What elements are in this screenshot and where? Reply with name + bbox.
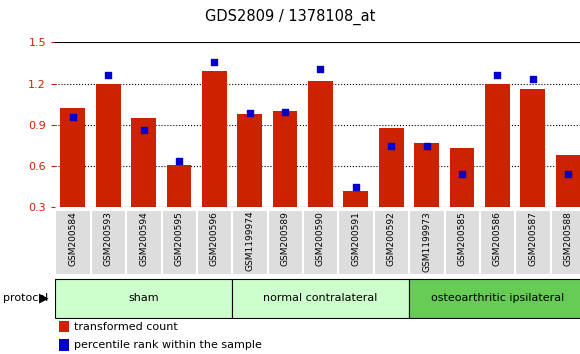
Point bbox=[422, 143, 431, 149]
Bar bbox=[96, 84, 121, 248]
Text: GSM1199973: GSM1199973 bbox=[422, 211, 431, 272]
Point bbox=[457, 171, 466, 177]
Point bbox=[139, 127, 148, 132]
Bar bbox=[379, 127, 404, 248]
Bar bbox=[343, 190, 368, 248]
Text: GSM200595: GSM200595 bbox=[175, 211, 183, 266]
Text: GSM200596: GSM200596 bbox=[210, 211, 219, 266]
Text: GSM200588: GSM200588 bbox=[564, 211, 572, 266]
Point bbox=[68, 114, 77, 119]
FancyBboxPatch shape bbox=[126, 210, 161, 274]
Bar bbox=[131, 118, 156, 248]
Bar bbox=[556, 155, 580, 248]
Bar bbox=[450, 148, 474, 248]
Text: GSM200585: GSM200585 bbox=[458, 211, 466, 266]
FancyBboxPatch shape bbox=[409, 210, 444, 274]
FancyBboxPatch shape bbox=[55, 279, 232, 318]
Text: GSM200594: GSM200594 bbox=[139, 211, 148, 266]
Bar bbox=[59, 339, 69, 351]
Text: GSM200587: GSM200587 bbox=[528, 211, 537, 266]
Point bbox=[174, 158, 183, 164]
Text: ▶: ▶ bbox=[39, 292, 49, 305]
Point bbox=[492, 73, 502, 78]
Text: GSM200591: GSM200591 bbox=[351, 211, 360, 266]
Text: GSM200586: GSM200586 bbox=[493, 211, 502, 266]
Bar bbox=[273, 111, 298, 248]
Text: percentile rank within the sample: percentile rank within the sample bbox=[74, 340, 262, 350]
Point bbox=[351, 184, 360, 190]
Point bbox=[103, 73, 113, 78]
FancyBboxPatch shape bbox=[162, 210, 196, 274]
Text: GSM200592: GSM200592 bbox=[387, 211, 396, 266]
FancyBboxPatch shape bbox=[197, 210, 231, 274]
Text: GSM200590: GSM200590 bbox=[316, 211, 325, 266]
Text: GDS2809 / 1378108_at: GDS2809 / 1378108_at bbox=[205, 9, 375, 25]
FancyBboxPatch shape bbox=[232, 279, 409, 318]
Bar bbox=[166, 165, 191, 248]
Point bbox=[280, 109, 289, 114]
FancyBboxPatch shape bbox=[91, 210, 125, 274]
FancyBboxPatch shape bbox=[268, 210, 302, 274]
FancyBboxPatch shape bbox=[551, 210, 580, 274]
FancyBboxPatch shape bbox=[409, 279, 580, 318]
Text: normal contralateral: normal contralateral bbox=[263, 293, 378, 303]
Text: GSM1199974: GSM1199974 bbox=[245, 211, 254, 272]
Text: protocol: protocol bbox=[3, 293, 48, 303]
FancyBboxPatch shape bbox=[445, 210, 479, 274]
Point bbox=[563, 171, 572, 177]
FancyBboxPatch shape bbox=[56, 210, 90, 274]
Bar bbox=[308, 81, 333, 248]
Text: GSM200593: GSM200593 bbox=[104, 211, 113, 266]
Bar bbox=[59, 321, 69, 332]
Point bbox=[245, 110, 254, 116]
Bar bbox=[520, 89, 545, 248]
Text: transformed count: transformed count bbox=[74, 322, 177, 332]
FancyBboxPatch shape bbox=[480, 210, 514, 274]
FancyBboxPatch shape bbox=[233, 210, 267, 274]
FancyBboxPatch shape bbox=[374, 210, 408, 274]
Point bbox=[386, 143, 396, 149]
Text: GSM200584: GSM200584 bbox=[68, 211, 77, 266]
Point bbox=[528, 76, 537, 81]
Text: osteoarthritic ipsilateral: osteoarthritic ipsilateral bbox=[431, 293, 564, 303]
Text: sham: sham bbox=[128, 293, 159, 303]
Text: GSM200589: GSM200589 bbox=[281, 211, 289, 266]
Bar bbox=[202, 71, 227, 248]
Bar bbox=[414, 143, 439, 248]
Bar bbox=[237, 114, 262, 248]
FancyBboxPatch shape bbox=[339, 210, 373, 274]
FancyBboxPatch shape bbox=[516, 210, 550, 274]
Point bbox=[209, 59, 219, 65]
FancyBboxPatch shape bbox=[303, 210, 338, 274]
Point bbox=[316, 66, 325, 72]
Bar bbox=[485, 84, 510, 248]
Bar bbox=[60, 108, 85, 248]
